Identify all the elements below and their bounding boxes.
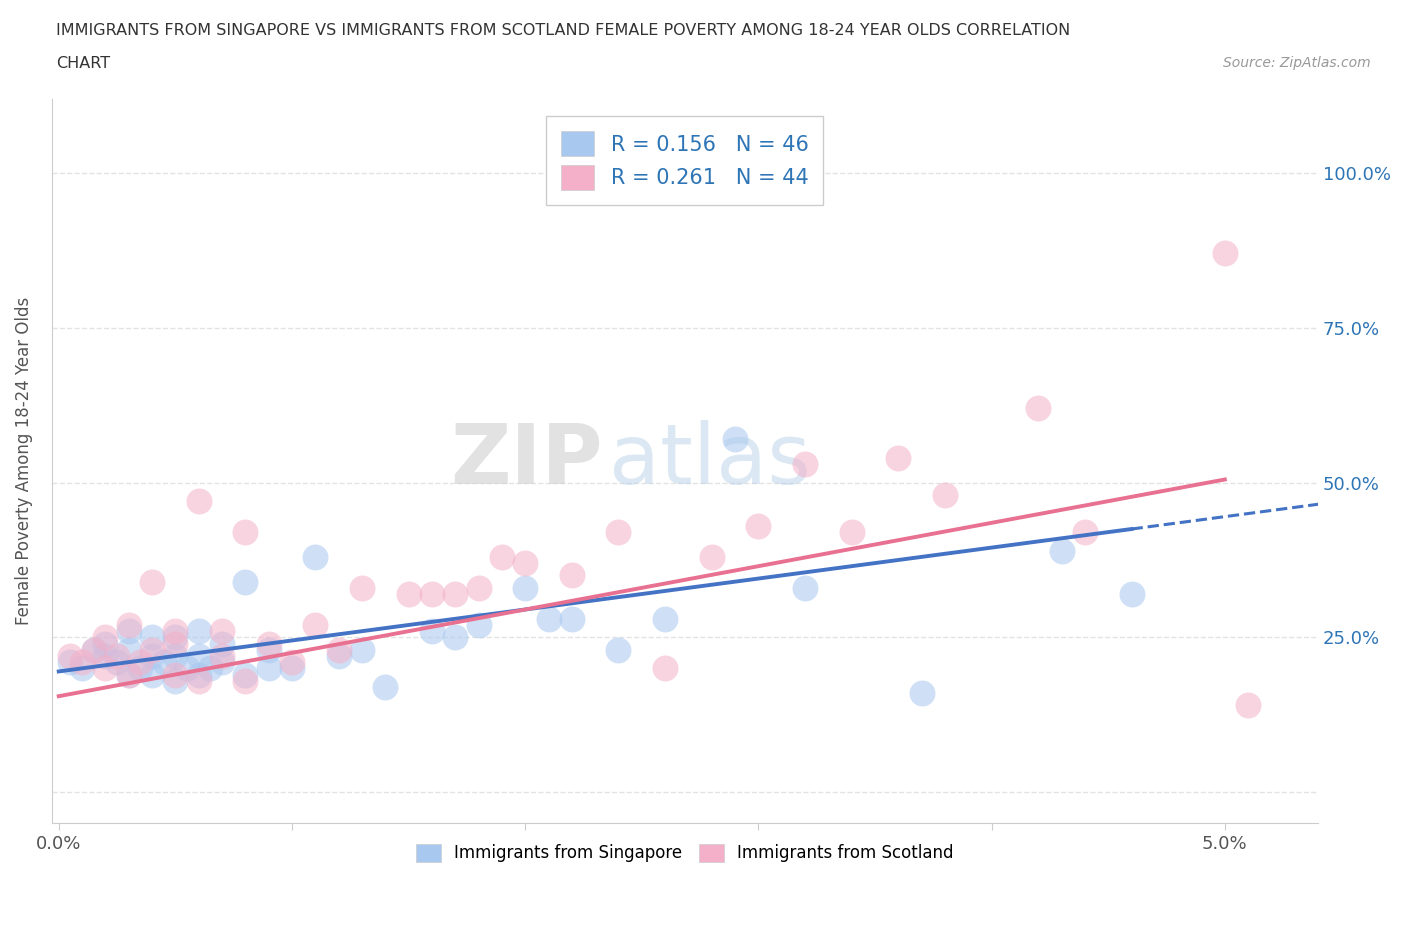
Point [70, 661, 93, 676]
Point [607, 525, 630, 539]
Point [444, 630, 467, 644]
Point [281, 655, 304, 670]
Point [467, 580, 489, 595]
Point [94, 661, 117, 676]
Point [304, 618, 326, 632]
Point [1213, 246, 1236, 261]
Point [129, 655, 152, 670]
Point [654, 661, 676, 676]
Point [700, 550, 723, 565]
Point [515, 555, 537, 570]
Point [118, 643, 141, 658]
Point [1121, 587, 1143, 602]
Point [141, 643, 163, 658]
Point [211, 655, 233, 670]
Point [211, 624, 233, 639]
Point [328, 643, 350, 658]
Point [165, 673, 187, 688]
Point [70, 655, 93, 670]
Point [257, 661, 280, 676]
Point [187, 624, 209, 639]
Point [467, 618, 489, 632]
Text: ZIP: ZIP [450, 420, 603, 501]
Point [724, 432, 747, 446]
Point [152, 655, 174, 670]
Point [211, 636, 233, 651]
Point [561, 611, 583, 626]
Point [794, 580, 817, 595]
Point [420, 624, 443, 639]
Point [59, 648, 82, 663]
Point [561, 568, 583, 583]
Point [747, 519, 769, 534]
Point [200, 661, 222, 676]
Point [94, 648, 117, 663]
Point [141, 630, 163, 644]
Point [129, 661, 152, 676]
Point [257, 643, 280, 658]
Point [420, 587, 443, 602]
Point [1074, 525, 1097, 539]
Text: IMMIGRANTS FROM SINGAPORE VS IMMIGRANTS FROM SCOTLAND FEMALE POVERTY AMONG 18-24: IMMIGRANTS FROM SINGAPORE VS IMMIGRANTS … [56, 23, 1070, 38]
Point [1237, 698, 1260, 713]
Point [187, 494, 209, 509]
Point [607, 643, 630, 658]
Point [1026, 401, 1049, 416]
Point [165, 648, 187, 663]
Point [444, 587, 467, 602]
Point [83, 643, 105, 658]
Point [934, 487, 956, 502]
Text: atlas: atlas [609, 420, 811, 501]
Point [165, 636, 187, 651]
Point [398, 587, 420, 602]
Point [794, 457, 817, 472]
Point [141, 574, 163, 589]
Point [118, 667, 141, 682]
Point [233, 667, 256, 682]
Point [328, 648, 350, 663]
Text: CHART: CHART [56, 56, 110, 71]
Point [83, 643, 105, 658]
Point [187, 673, 209, 688]
Point [233, 673, 256, 688]
Point [94, 636, 117, 651]
Text: Source: ZipAtlas.com: Source: ZipAtlas.com [1223, 56, 1371, 70]
Point [304, 550, 326, 565]
Point [537, 611, 560, 626]
Point [94, 630, 117, 644]
Point [141, 667, 163, 682]
Point [1050, 543, 1073, 558]
Point [654, 611, 676, 626]
Point [841, 525, 863, 539]
Point [165, 667, 187, 682]
Point [887, 450, 910, 465]
Y-axis label: Female Poverty Among 18-24 Year Olds: Female Poverty Among 18-24 Year Olds [15, 297, 32, 625]
Point [911, 685, 934, 700]
Point [118, 618, 141, 632]
Legend: Immigrants from Singapore, Immigrants from Scotland: Immigrants from Singapore, Immigrants fr… [409, 837, 960, 870]
Point [257, 636, 280, 651]
Point [141, 648, 163, 663]
Point [187, 648, 209, 663]
Point [350, 580, 373, 595]
Point [233, 525, 256, 539]
Point [165, 630, 187, 644]
Point [105, 655, 128, 670]
Point [374, 680, 396, 695]
Point [350, 643, 373, 658]
Point [233, 574, 256, 589]
Point [281, 661, 304, 676]
Point [165, 624, 187, 639]
Point [515, 580, 537, 595]
Point [118, 624, 141, 639]
Point [105, 648, 128, 663]
Point [211, 648, 233, 663]
Point [187, 667, 209, 682]
Point [59, 655, 82, 670]
Point [491, 550, 513, 565]
Point [118, 667, 141, 682]
Point [176, 661, 198, 676]
